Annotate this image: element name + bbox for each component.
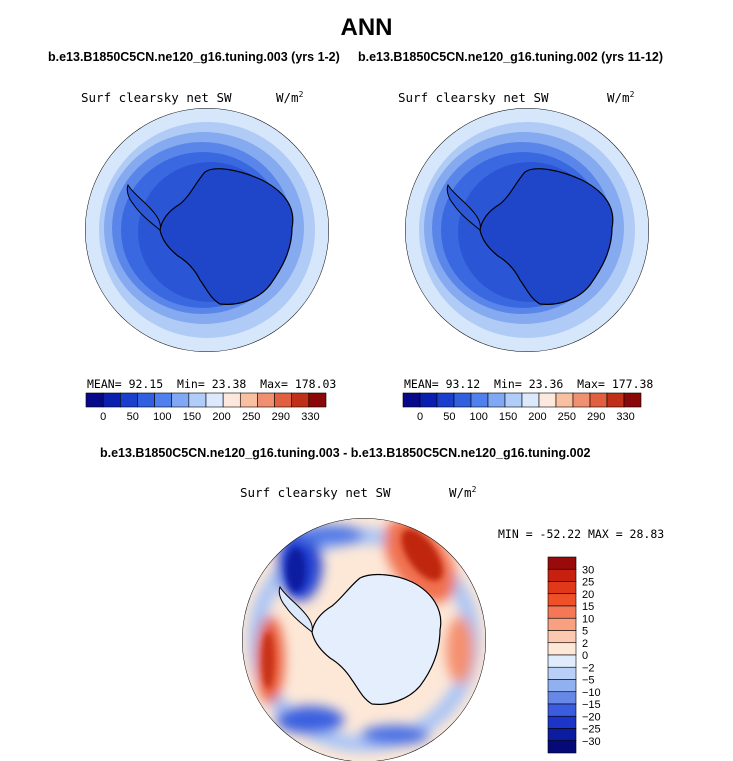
colorbar-swatch [547,605,577,619]
colorbar-swatch [85,392,104,408]
colorbar-tick-label: 25 [582,577,594,589]
colorbar-tick-label: 100 [153,411,171,423]
colorbar-tick-label: 200 [212,411,230,423]
diff-map [242,518,486,761]
colorbar-swatch [470,392,489,408]
colorbar-tick-label: 100 [470,411,488,423]
colorbar-swatch [239,392,258,408]
colorbar-swatch [188,392,207,408]
colorbar-tick-label: 50 [127,411,139,423]
colorbar-swatch [547,556,577,570]
colorbar-tick-label: 330 [301,411,319,423]
colorbar-swatch [547,728,577,742]
colorbar-swatch [402,392,421,408]
colorbar-swatch [291,392,310,408]
colorbar-swatch [589,392,608,408]
colorbar-swatch [171,392,190,408]
colorbar-swatch [487,392,506,408]
colorbar-swatch [419,392,438,408]
colorbar-tick-label: 290 [587,411,605,423]
colorbar-swatch [257,392,275,408]
diff-variable-label: Surf clearsky net SW [240,485,391,500]
colorbar-swatch [572,392,591,408]
colorbar-swatch [547,581,577,595]
panel2-units-label: W/m2 [607,90,635,106]
colorbar-swatch [504,392,523,408]
colorbar-swatch [547,617,577,631]
colorbar-tick-label: 250 [558,411,576,423]
colorbar-swatch [308,392,327,408]
colorbar-tick-label: −25 [582,724,601,736]
colorbar-swatch [547,691,577,705]
panel2-case-title: b.e13.B1850C5CN.ne120_g16.tuning.002 (yr… [358,50,664,64]
colorbar-swatch [547,679,577,693]
colorbar-swatch [205,392,224,408]
colorbar-tick-label: 10 [582,613,594,625]
colorbar-tick-label: 0 [417,411,423,423]
colorbar-tick-label: 2 [582,638,588,650]
diff-case-title: b.e13.B1850C5CN.ne120_g16.tuning.003 - b… [100,446,591,460]
panel1-colorbar: 0 50 100 150 200 250 290 330 [85,392,327,423]
colorbar-tick-label: −20 [582,711,601,723]
colorbar-swatch [222,392,241,408]
colorbar-swatch [623,392,642,408]
panel1-case-title: b.e13.B1850C5CN.ne120_g16.tuning.003 (yr… [48,50,340,64]
panel2-map [405,108,649,352]
colorbar-swatch [436,392,455,408]
colorbar-tick-label: 150 [499,411,517,423]
colorbar-swatch [521,392,540,408]
colorbar-tick-label: 150 [183,411,201,423]
diff-min-max: MIN = -52.22 MAX = 28.83 [498,527,665,541]
panel1-stats: MEAN= 92.15 Min= 23.38 Max= 178.03 [87,377,337,391]
colorbar-tick-label: 290 [272,411,290,423]
panel2-colorbar: 0 50 100 150 200 250 290 330 [402,392,642,423]
colorbar-tick-label: −10 [582,687,601,699]
colorbar-swatch [547,568,577,582]
panel1-map [85,108,329,352]
colorbar-tick-label: 330 [616,411,634,423]
colorbar-tick-label: 5 [582,626,588,638]
colorbar-tick-label: −2 [582,662,595,674]
colorbar-swatch [606,392,625,408]
colorbar-swatch [547,593,577,607]
colorbar-swatch [154,392,173,408]
colorbar-tick-label: 15 [582,601,594,613]
colorbar-swatch [274,392,293,408]
colorbar-swatch [538,392,557,408]
colorbar-swatch [547,642,577,656]
colorbar-tick-label: −5 [582,675,595,687]
panel1-variable-label: Surf clearsky net SW [81,90,232,105]
colorbar-swatch [102,392,121,408]
colorbar-swatch [547,666,577,680]
panel1-units-label: W/m2 [276,90,304,106]
colorbar-tick-label: 250 [242,411,260,423]
colorbar-tick-label: −30 [582,736,601,748]
panel2-stats: MEAN= 93.12 Min= 23.36 Max= 177.38 [404,377,654,391]
colorbar-swatch [137,392,155,408]
colorbar-tick-label: 0 [582,650,588,662]
colorbar-swatch [547,740,577,754]
colorbar-swatch [555,392,574,408]
colorbar-tick-label: 50 [443,411,455,423]
colorbar-swatch [547,630,577,644]
diff-units-label: W/m2 [449,485,477,501]
panel2-variable-label: Surf clearsky net SW [398,90,549,105]
colorbar-swatch [547,703,577,717]
colorbar-swatch [547,654,577,668]
colorbar-tick-label: 0 [100,411,106,423]
colorbar-swatch [119,392,138,408]
colorbar-swatch [453,392,472,408]
colorbar-tick-label: 20 [582,589,594,601]
colorbar-tick-label: 200 [528,411,546,423]
colorbar-tick-label: −15 [582,699,601,711]
page-title: ANN [340,14,393,41]
colorbar-swatch [547,715,577,729]
colorbar-tick-label: 30 [582,564,594,576]
